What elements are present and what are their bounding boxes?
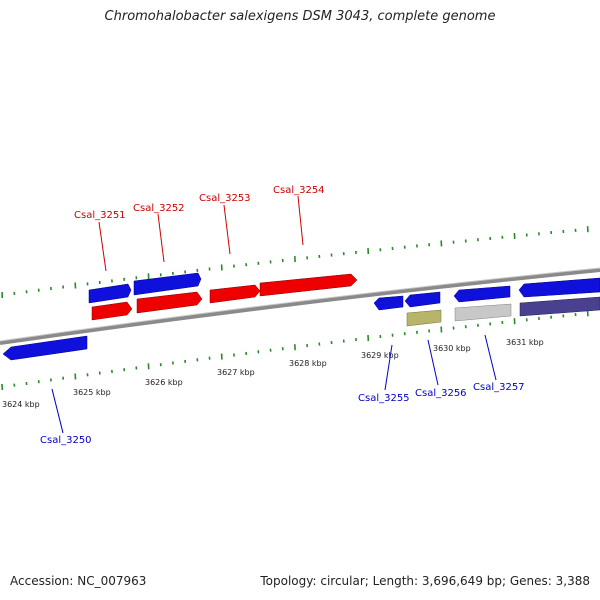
gene-label[interactable]: Csal_3257 [473, 382, 525, 393]
position-label: 3630 kbp [433, 344, 471, 353]
gene-arrow[interactable] [91, 301, 133, 321]
gene-label[interactable]: Csal_3254 [273, 185, 325, 196]
gene-arrows [2, 272, 600, 361]
gene-arrow[interactable] [519, 296, 600, 317]
gene-label[interactable]: Csal_3255 [358, 393, 410, 404]
gene-labels: Csal_3251 Csal_3252 Csal_3253 Csal_3254 … [40, 185, 525, 446]
genome-backbone [0, 268, 600, 345]
map-title: Chromohalobacter salexigens DSM 3043, co… [104, 9, 496, 24]
position-label: 3631 kbp [506, 338, 544, 347]
gene-arrow[interactable] [453, 285, 511, 303]
position-label: 3627 kbp [217, 368, 255, 377]
gene-arrow[interactable] [259, 273, 358, 297]
gene-arrow[interactable] [518, 277, 600, 298]
tick-row-upper [1, 226, 589, 299]
position-label: 3625 kbp [73, 388, 111, 397]
position-label: 3628 kbp [289, 359, 327, 368]
gene-label[interactable]: Csal_3253 [199, 193, 251, 204]
accession-text: Accession: NC_007963 [10, 574, 147, 588]
gene-arrow[interactable] [209, 284, 261, 304]
gene-label[interactable]: Csal_3250 [40, 435, 92, 446]
genome-backbone-highlight [0, 267, 600, 342]
gene-arrow[interactable] [2, 335, 88, 361]
gene-arrow[interactable] [88, 283, 132, 304]
position-labels: 3624 kbp 3625 kbp 3626 kbp 3627 kbp 3628… [2, 338, 544, 409]
gene-arrow[interactable] [136, 291, 203, 314]
position-label: 3624 kbp [2, 400, 40, 409]
tick-row-lower [1, 310, 589, 391]
gene-arrow[interactable] [406, 309, 442, 327]
gene-label[interactable]: Csal_3251 [74, 210, 126, 221]
gene-arrow[interactable] [133, 272, 202, 296]
gene-arrow[interactable] [454, 303, 512, 322]
genome-summary-text: Topology: circular; Length: 3,696,649 bp… [260, 574, 590, 588]
gene-arrow[interactable] [373, 295, 404, 311]
gene-label[interactable]: Csal_3252 [133, 203, 185, 214]
gene-label[interactable]: Csal_3256 [415, 388, 467, 399]
gene-leader-lines [51, 195, 497, 434]
position-label: 3629 kbp [361, 351, 399, 360]
position-label: 3626 kbp [145, 378, 183, 387]
gene-arrow[interactable] [404, 291, 441, 308]
